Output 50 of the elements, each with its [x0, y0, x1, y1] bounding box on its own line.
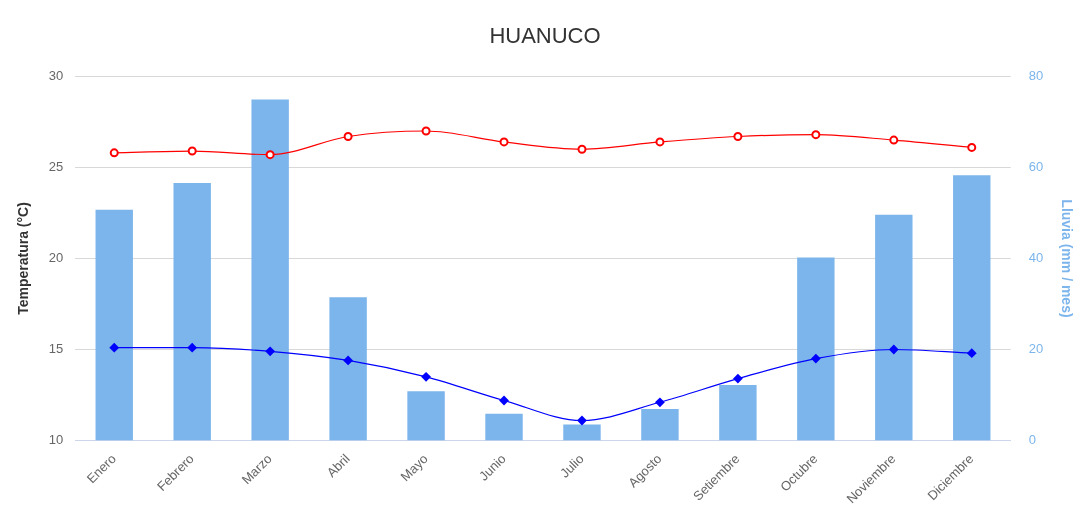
y2-tick-label: 80: [1028, 67, 1044, 83]
point: [811, 130, 821, 140]
bar: [329, 297, 367, 441]
point: [343, 355, 353, 365]
point: [655, 397, 665, 407]
y-axis-title: Temperatura (°C): [15, 202, 32, 315]
y2-axis-title: Lluvia (mm / mes): [1058, 199, 1075, 318]
y2-tick-label: 20: [1028, 341, 1044, 357]
bar: [95, 209, 133, 441]
y2-tick-label: 60: [1028, 159, 1044, 175]
bar: [563, 424, 601, 441]
point: [577, 144, 587, 154]
y-tick-label: 10: [48, 432, 64, 448]
point: [655, 137, 665, 147]
point: [499, 137, 509, 147]
y2-tick-label: 40: [1028, 250, 1044, 266]
y-tick-label: 25: [48, 159, 64, 175]
chart-title: HUANUCO: [489, 23, 601, 49]
bar: [953, 175, 991, 441]
bar: [485, 413, 523, 441]
bar: [251, 99, 289, 441]
point: [109, 148, 119, 158]
point: [733, 374, 743, 384]
point: [421, 126, 431, 136]
bar: [407, 391, 445, 441]
bar: [719, 385, 757, 441]
point: [343, 131, 353, 141]
point: [265, 150, 275, 160]
bar: [875, 214, 913, 441]
y-tick-label: 30: [48, 67, 64, 83]
point: [967, 142, 977, 152]
point: [733, 131, 743, 141]
bar: [641, 409, 679, 441]
y-tick-label: 20: [48, 250, 64, 266]
y-tick-label: 15: [48, 341, 64, 357]
x-tick-label: Julio: [557, 451, 587, 481]
point: [265, 346, 275, 356]
point: [421, 372, 431, 382]
point: [187, 343, 197, 353]
point: [577, 416, 587, 425]
point: [187, 146, 197, 156]
point: [811, 354, 821, 364]
y2-tick-label: 0: [1028, 432, 1036, 448]
point: [889, 135, 899, 145]
point: [109, 343, 119, 353]
point: [889, 344, 899, 354]
point: [499, 395, 509, 405]
bar: [173, 182, 211, 441]
bar: [797, 257, 835, 441]
point: [967, 348, 977, 358]
